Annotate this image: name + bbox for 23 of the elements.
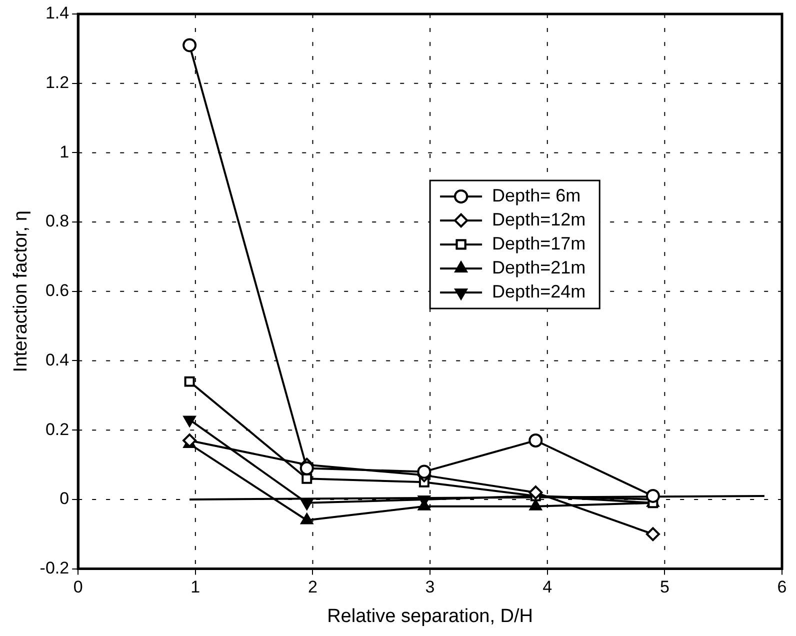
y-tick-label: 0.8 [45,212,70,231]
x-tick-label: 0 [73,578,83,597]
y-tick-label: 0.6 [45,281,70,300]
y-tick-label: 0 [60,489,70,508]
x-tick-label: 5 [660,578,670,597]
y-tick-label: 0.2 [45,420,70,439]
x-tick-label: 6 [777,578,787,597]
legend-label: Depth=24m [492,281,586,302]
legend-label: Depth=17m [492,233,586,254]
x-tick-label: 2 [308,578,318,597]
x-tick-label: 4 [542,578,552,597]
y-tick-label: -0.2 [40,558,70,578]
legend-label: Depth=12m [492,209,586,230]
x-tick-label: 1 [190,578,200,597]
y-tick-label: 1.4 [45,4,70,23]
y-axis-title: Interaction factor, η [10,210,32,372]
legend-label: Depth= 6m [492,185,581,206]
y-tick-label: 1.2 [45,73,70,92]
x-tick-label: 3 [425,578,435,597]
y-tick-label: 0.4 [45,350,70,370]
y-tick-label: 1 [60,142,70,162]
x-axis-title: Relative separation, D/H [327,606,534,627]
legend-label: Depth=21m [492,257,586,278]
